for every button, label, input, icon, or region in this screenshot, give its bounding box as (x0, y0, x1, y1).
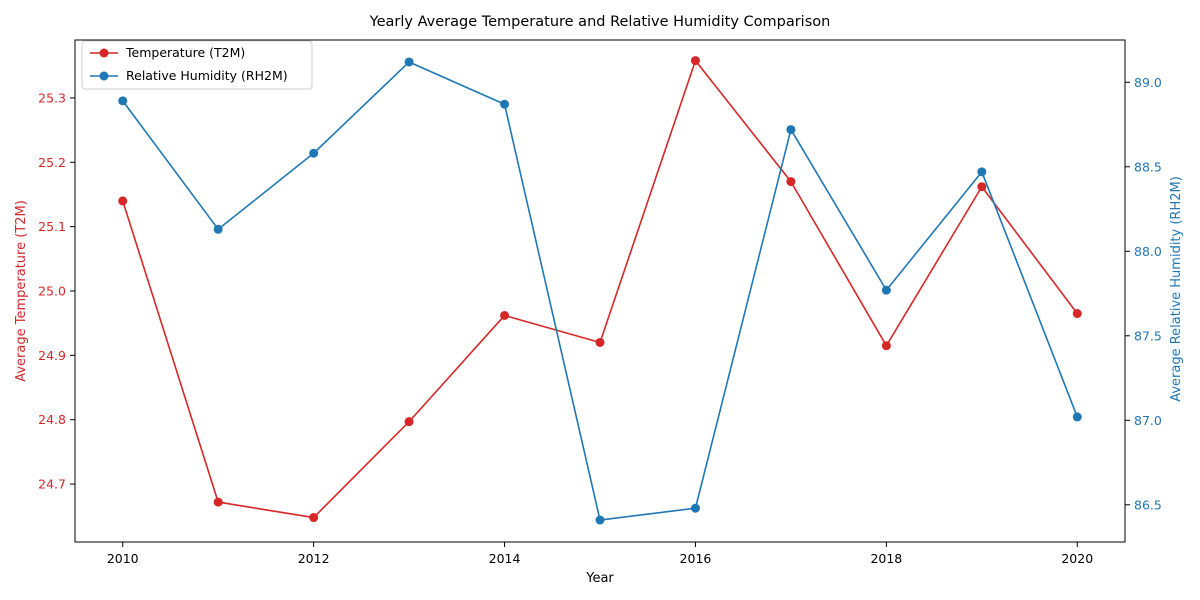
legend: Temperature (T2M) Relative Humidity (RH2… (81, 40, 313, 90)
humidity-series-line (122, 61, 1079, 521)
temperature-point-2020 (1072, 309, 1082, 319)
x-tick-label: 2010 (107, 551, 139, 566)
x-axis-label: Year (585, 571, 614, 586)
series-layer (118, 56, 1082, 525)
temperature-point-2015 (595, 337, 605, 347)
legend-humidity-label: Relative Humidity (RH2M) (126, 68, 288, 83)
y-axis-left-label: Average Temperature (T2M) (14, 200, 29, 382)
temperature-point-2010 (118, 196, 128, 206)
plot-frame (74, 39, 1126, 543)
x-tick-label: 2012 (298, 551, 330, 566)
y-right-tick-label: 87.5 (1134, 328, 1162, 343)
legend-temperature-marker (99, 48, 109, 58)
y-right-tick-label: 87.0 (1134, 413, 1162, 428)
temperature-point-2013 (404, 417, 414, 427)
humidity-point-2010 (118, 96, 128, 106)
y-axis-right: 86.5 87.0 87.5 88.0 88.5 89.0 (1125, 75, 1162, 512)
humidity-point-2013 (404, 57, 414, 67)
y-right-tick-label: 88.5 (1134, 159, 1162, 174)
y-axis-left: 24.7 24.8 24.9 25.0 25.1 25.2 25.3 (38, 90, 75, 492)
temperature-point-2017 (786, 177, 796, 187)
humidity-point-2018 (881, 285, 891, 295)
y-left-tick-label: 24.9 (38, 348, 66, 363)
humidity-point-2019 (977, 167, 987, 177)
legend-temperature-label: Temperature (T2M) (125, 45, 245, 60)
x-tick-label: 2014 (489, 551, 521, 566)
humidity-point-2015 (595, 515, 605, 525)
x-tick-label: 2020 (1061, 551, 1093, 566)
y-right-tick-label: 86.5 (1134, 497, 1162, 512)
temperature-point-2018 (881, 341, 891, 351)
temperature-point-2016 (690, 56, 700, 66)
humidity-point-2011 (213, 224, 223, 234)
x-tick-label: 2016 (680, 551, 712, 566)
chart-title: Yearly Average Temperature and Relative … (369, 14, 831, 30)
humidity-point-2014 (500, 99, 510, 109)
y-left-tick-label: 25.0 (38, 284, 66, 299)
temperature-series-line (121, 59, 1078, 519)
y-left-tick-label: 25.1 (38, 219, 66, 234)
temperature-point-2014 (500, 310, 510, 320)
humidity-point-2012 (309, 148, 319, 158)
temperature-point-2011 (213, 497, 223, 507)
legend-humidity-marker (99, 71, 109, 81)
y-left-tick-label: 25.3 (38, 90, 66, 105)
legend-box (81, 40, 313, 90)
y-right-tick-label: 88.0 (1134, 244, 1162, 259)
temperature-point-2012 (309, 513, 319, 523)
y-left-tick-label: 24.8 (38, 412, 66, 427)
temperature-point-2019 (977, 182, 987, 192)
y-axis-right-label: Average Relative Humidity (RH2M) (1169, 176, 1184, 402)
x-tick-label: 2018 (870, 551, 902, 566)
x-axis: 2010 2012 2014 2016 2018 2020 (107, 542, 1093, 566)
humidity-point-2017 (786, 125, 796, 135)
y-left-tick-label: 25.2 (38, 155, 66, 170)
y-right-tick-label: 89.0 (1134, 75, 1162, 90)
humidity-point-2016 (690, 503, 700, 513)
humidity-point-2020 (1072, 412, 1082, 422)
y-left-tick-label: 24.7 (38, 477, 66, 492)
